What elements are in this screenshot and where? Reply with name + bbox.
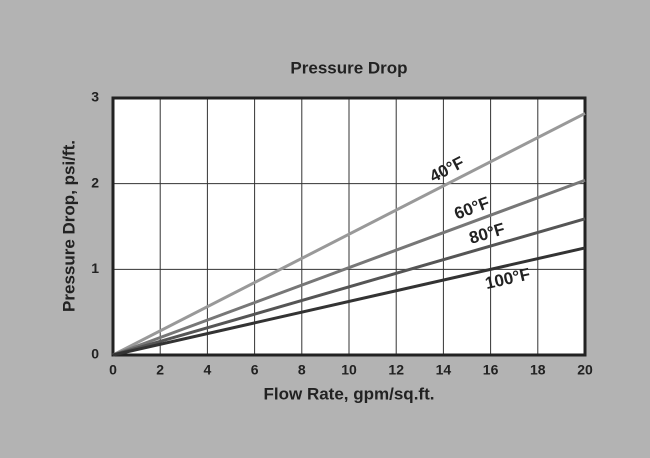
x-tick-label: 14 — [436, 362, 452, 378]
series-line — [112, 112, 586, 357]
x-tick-label: 16 — [483, 362, 499, 378]
x-tick-label: 4 — [204, 362, 212, 378]
y-tick-label: 2 — [91, 174, 99, 190]
plot-frame — [111, 96, 587, 357]
x-tick-label: 8 — [298, 362, 306, 378]
x-tick-label: 12 — [388, 362, 404, 378]
x-tick-label: 6 — [251, 362, 259, 378]
x-tick-label: 18 — [530, 362, 546, 378]
x-tick-label: 20 — [577, 362, 593, 378]
chart-title: Pressure Drop — [290, 58, 407, 77]
y-axis-label: Pressure Drop, psi/ft. — [59, 140, 78, 312]
y-tick-label: 1 — [91, 260, 99, 276]
y-tick-label: 3 — [91, 89, 99, 105]
series-line — [112, 246, 586, 357]
x-axis-label: Flow Rate, gpm/sq.ft. — [264, 384, 435, 403]
x-tick-label: 2 — [156, 362, 164, 378]
x-tick-label: 0 — [109, 362, 117, 378]
series-line — [112, 217, 586, 357]
x-tick-label: 10 — [341, 362, 357, 378]
y-tick-label: 0 — [91, 346, 99, 362]
series-line — [112, 178, 586, 357]
